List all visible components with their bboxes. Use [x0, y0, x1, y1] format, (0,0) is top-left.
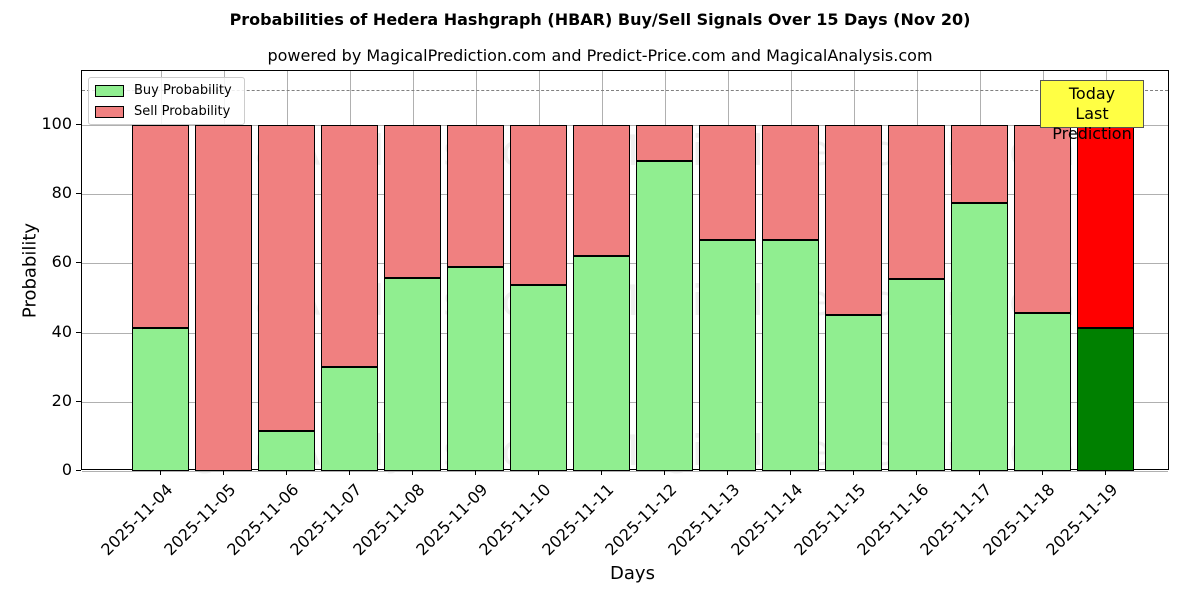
buy-bar: [699, 239, 756, 471]
x-tick-mark: [915, 470, 917, 475]
reference-line: [82, 90, 1168, 92]
x-tick-mark: [474, 470, 476, 475]
buy-bar: [573, 256, 630, 471]
buy-bar: [951, 202, 1008, 471]
buy-bar: [825, 315, 882, 471]
buy-bar: [510, 284, 567, 471]
y-tick-mark: [76, 262, 81, 264]
plot-area: MagicalAnalysis.comMagicalAnalysis.comMa…: [81, 70, 1169, 475]
x-tick-mark: [411, 470, 413, 475]
sell-bar: [384, 125, 441, 278]
buy-bar: [1077, 328, 1134, 471]
y-tick-mark: [76, 400, 81, 402]
buy-bar: [384, 277, 441, 471]
sell-bar: [132, 125, 189, 329]
sell-bar: [321, 125, 378, 367]
buy-bar: [636, 161, 693, 471]
x-tick-mark: [978, 470, 980, 475]
sell-swatch-icon: [95, 105, 124, 118]
annotation-line-1: Today: [1068, 84, 1116, 103]
legend-label-sell: Sell Probability: [134, 104, 231, 119]
x-axis-label: Days: [610, 563, 655, 584]
y-tick-label: 40: [51, 321, 72, 341]
x-tick-mark: [852, 470, 854, 475]
y-tick-mark: [76, 470, 81, 471]
chart-title: Probabilities of Hedera Hashgraph (HBAR)…: [229, 10, 971, 29]
x-tick-mark: [285, 470, 287, 475]
sell-bar: [951, 125, 1008, 203]
x-tick-mark: [726, 470, 728, 475]
sell-bar: [195, 125, 252, 471]
buy-bar: [132, 328, 189, 471]
buy-bar: [321, 366, 378, 471]
x-tick-mark: [600, 470, 602, 475]
sell-bar: [636, 125, 693, 162]
sell-bar: [1014, 125, 1071, 313]
legend-item-buy: Buy Probability: [95, 83, 232, 98]
chart-subtitle: powered by MagicalPrediction.com and Pre…: [267, 46, 933, 65]
legend-label-buy: Buy Probability: [134, 83, 232, 98]
buy-bar: [1014, 312, 1071, 471]
annotation-line-2: Last Prediction: [1052, 104, 1132, 143]
buy-swatch-icon: [95, 84, 124, 97]
today-annotation: Today Last Prediction: [1040, 80, 1144, 143]
buy-bar: [258, 430, 315, 471]
x-tick-mark: [789, 470, 791, 475]
y-tick-label: 20: [51, 390, 72, 410]
buy-bar: [447, 266, 504, 471]
buy-bar: [888, 278, 945, 471]
legend: Buy Probability Sell Probability: [88, 77, 245, 125]
sell-bar: [699, 125, 756, 240]
x-tick-mark: [348, 470, 350, 475]
y-tick-label: 100: [41, 114, 72, 133]
sell-bar: [573, 125, 630, 257]
y-tick-label: 60: [51, 252, 72, 272]
x-tick-mark: [1041, 470, 1043, 475]
x-tick-mark: [663, 470, 665, 475]
x-tick-mark: [537, 470, 539, 475]
y-tick-mark: [76, 193, 81, 195]
sell-bar: [762, 125, 819, 240]
sell-bar: [888, 125, 945, 279]
y-tick-mark: [76, 124, 81, 125]
buy-bar: [762, 239, 819, 471]
y-tick-label: 80: [51, 183, 72, 203]
x-tick-mark: [222, 470, 224, 475]
y-tick-mark: [76, 331, 81, 333]
sell-bar: [825, 125, 882, 316]
y-tick-label: 0: [61, 460, 72, 479]
sell-bar: [510, 125, 567, 285]
x-tick-mark: [159, 470, 161, 475]
sell-bar: [447, 125, 504, 267]
x-tick-mark: [1104, 470, 1106, 475]
sell-bar: [1077, 125, 1134, 329]
grid-line-h: [82, 471, 1168, 472]
sell-bar: [258, 125, 315, 431]
y-axis-label: Probability: [19, 222, 41, 319]
legend-item-sell: Sell Probability: [95, 104, 230, 119]
